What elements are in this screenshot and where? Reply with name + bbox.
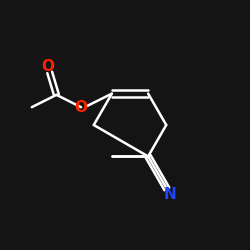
Text: N: N	[164, 187, 176, 202]
Text: O: O	[42, 59, 54, 74]
Text: O: O	[74, 100, 88, 115]
